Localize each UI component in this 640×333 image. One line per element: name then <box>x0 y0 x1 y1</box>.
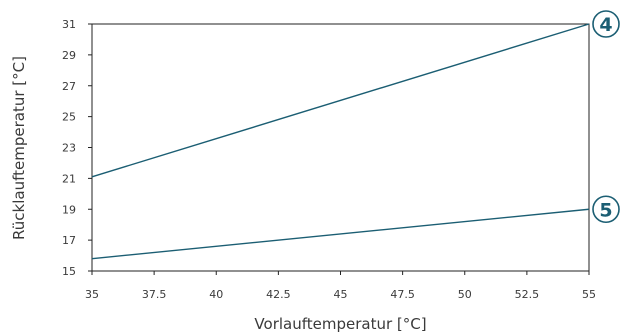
series-line-5 <box>91 208 590 260</box>
y-tick-label: 21 <box>62 172 76 185</box>
x-tick-label: 52.5 <box>515 288 540 301</box>
x-axis-title: Vorlauftemperatur [°C] <box>254 315 426 333</box>
y-tick-label: 31 <box>62 18 76 31</box>
marker-label: 5 <box>599 199 612 221</box>
y-tick-label: 25 <box>62 111 76 124</box>
x-tick-label: 45 <box>334 288 348 301</box>
x-tick-label: 55 <box>582 288 596 301</box>
x-tick-label: 50 <box>458 288 472 301</box>
marker-label: 4 <box>599 14 612 36</box>
x-tick-label: 37.5 <box>142 288 167 301</box>
y-axis-title: Rücklauftemperatur [°C] <box>10 56 28 240</box>
marker-circle <box>592 195 620 224</box>
marker-circle <box>592 10 620 38</box>
x-tick-label: 47.5 <box>390 288 415 301</box>
y-tick-label: 15 <box>62 265 76 278</box>
y-tick-label: 27 <box>62 80 76 93</box>
series-marker-4: 4 <box>592 10 620 38</box>
y-tick-label: 23 <box>62 142 76 155</box>
series-line-4 <box>91 23 590 178</box>
y-tick-label: 19 <box>62 203 76 216</box>
y-tick-label: 29 <box>62 49 76 62</box>
series-marker-5: 5 <box>592 195 620 224</box>
y-tick-label: 17 <box>62 234 76 247</box>
x-tick-label: 40 <box>209 288 223 301</box>
x-tick-label: 35 <box>85 288 99 301</box>
x-tick-label: 42.5 <box>266 288 291 301</box>
